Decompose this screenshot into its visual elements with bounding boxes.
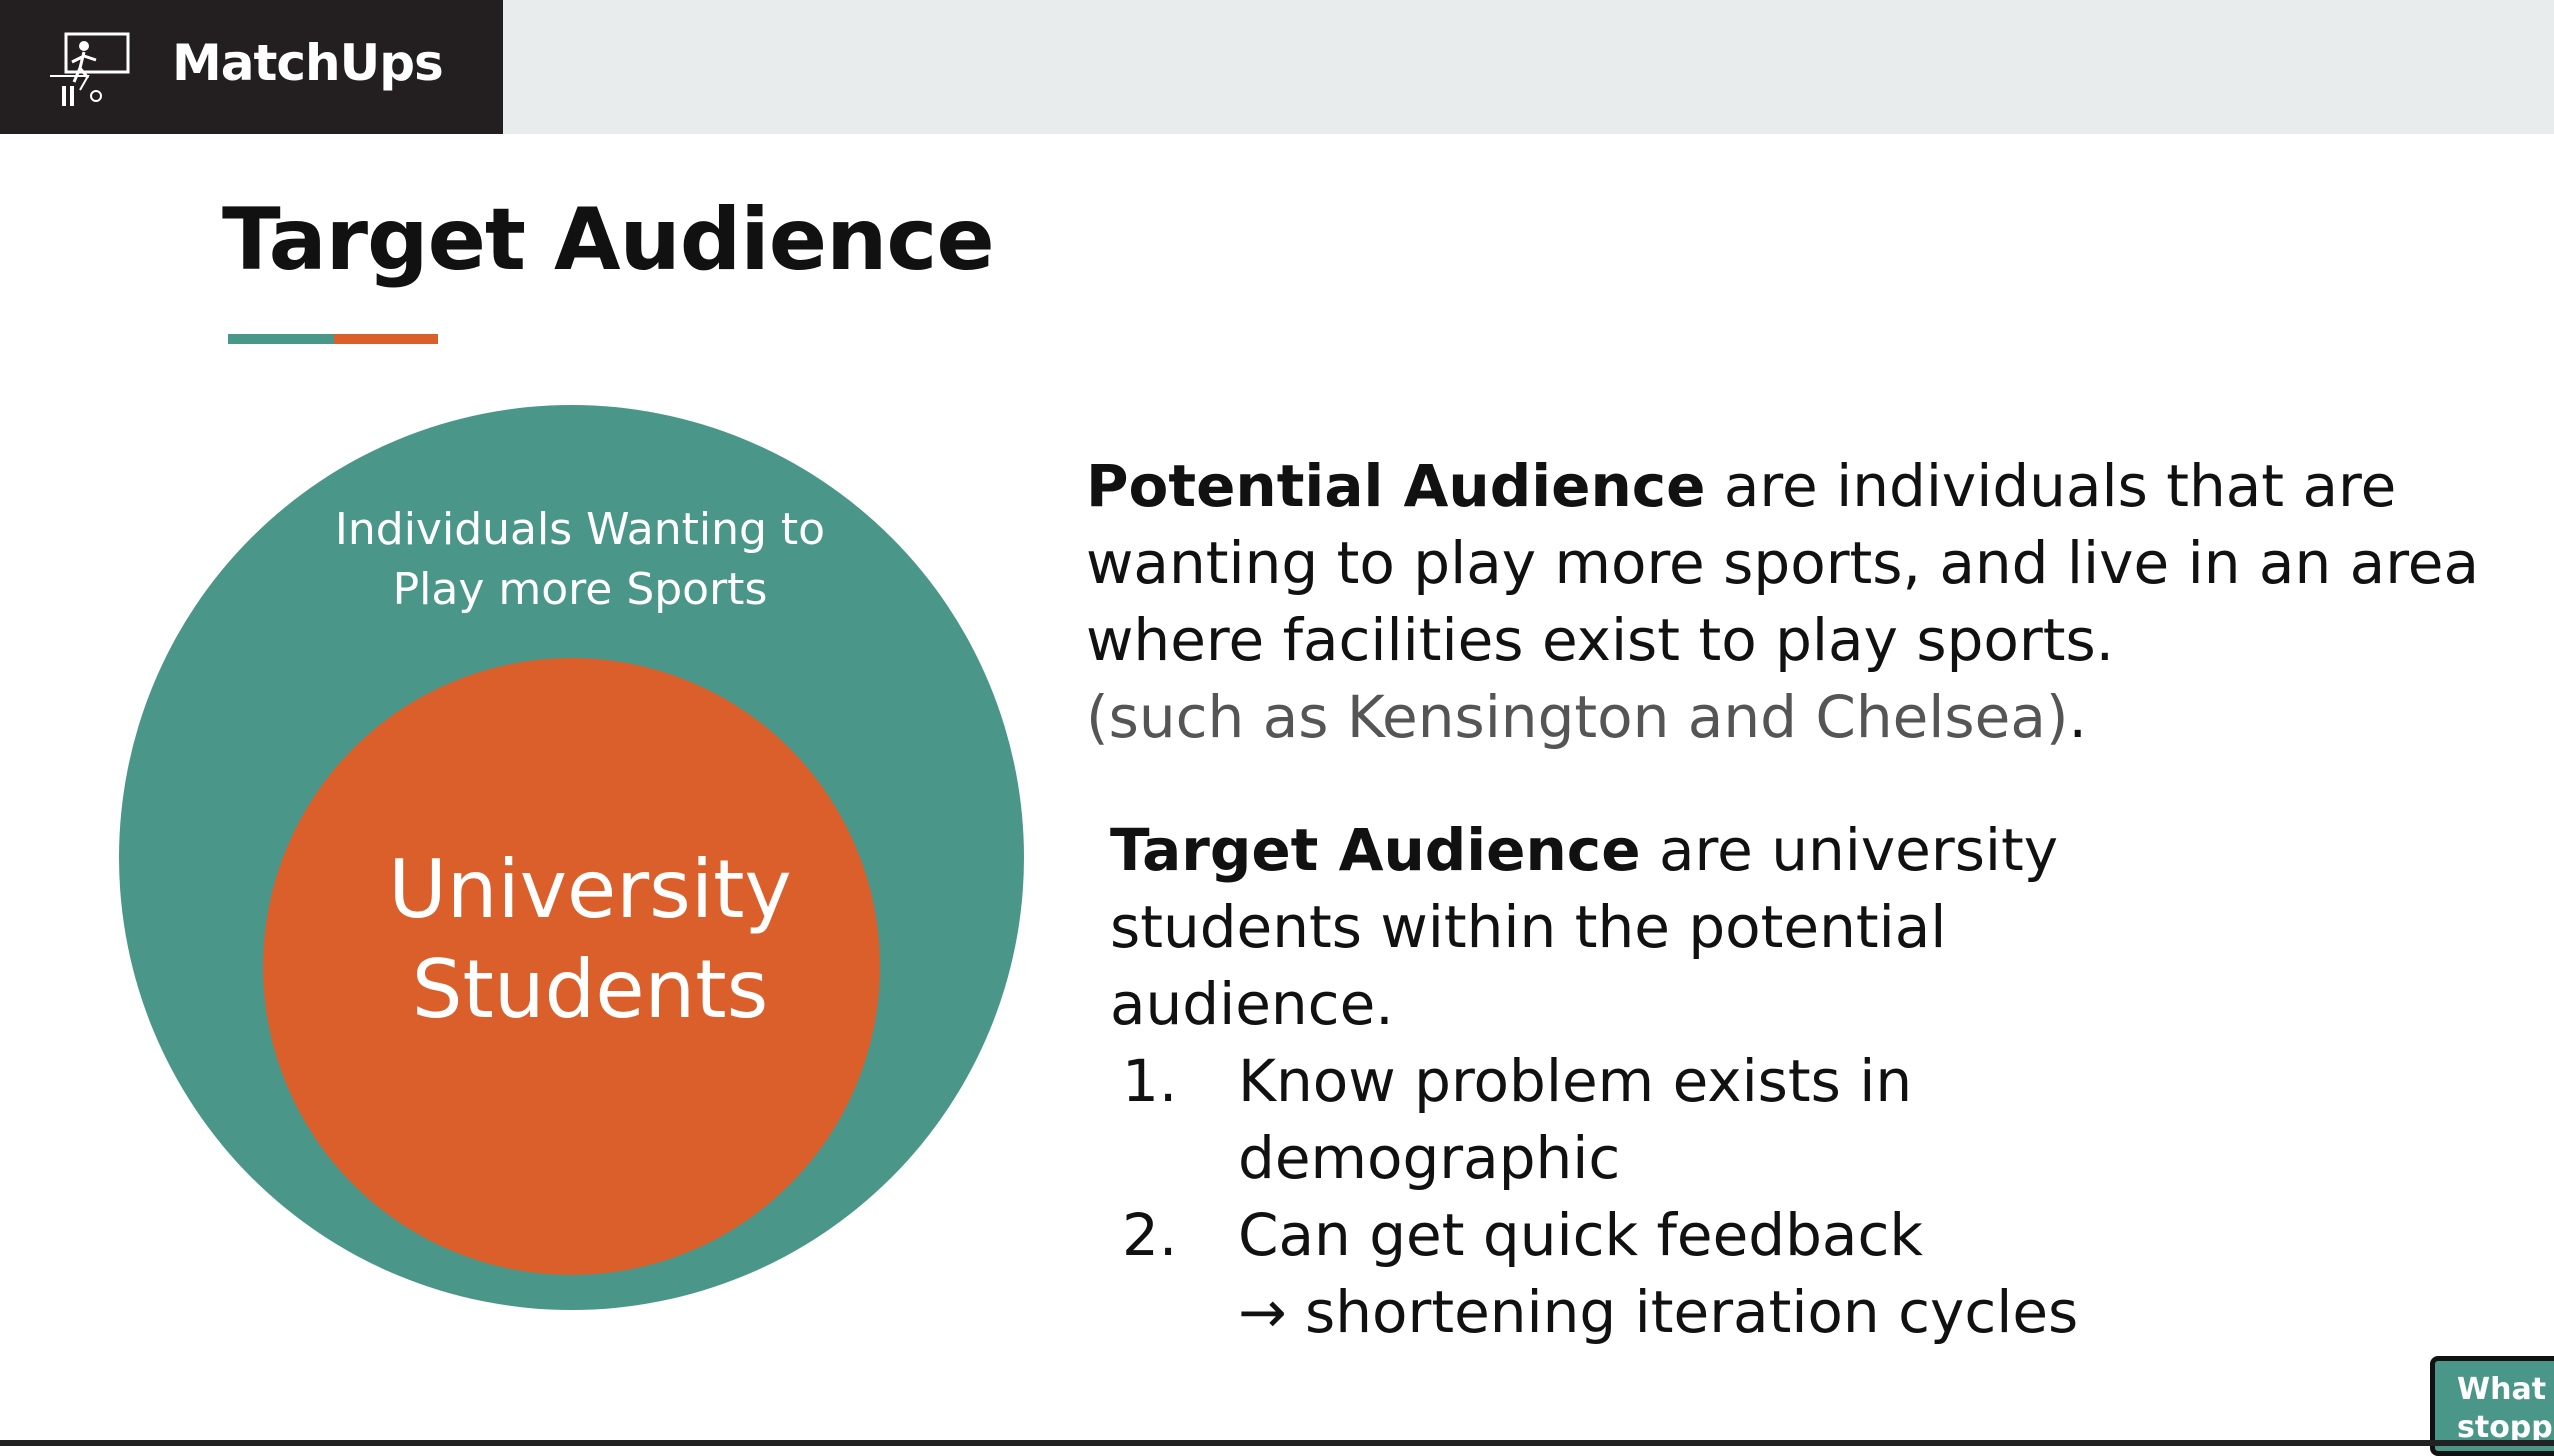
brand-header: MatchUps <box>0 0 503 134</box>
chat-popup-text: What i stoppi <box>2457 1371 2554 1447</box>
list-item: 1. Know problem exists in demographic <box>1110 1043 2310 1197</box>
list-item: 2. Can get quick feedback → shortening i… <box>1110 1197 2310 1351</box>
list-item-subtext: → shortening iteration cycles <box>1238 1278 2079 1346</box>
list-item-number: 1. <box>1122 1047 1178 1115</box>
potential-audience-end: . <box>2068 683 2087 751</box>
target-audience-term: Target Audience <box>1110 816 1641 884</box>
inner-label-line2: Students <box>411 943 769 1036</box>
list-item-text: Know problem exists in demographic <box>1238 1047 1913 1192</box>
chat-popup-line1: What i <box>2457 1372 2554 1407</box>
chat-popup-line2: stoppi <box>2457 1410 2554 1445</box>
title-underline-orange <box>334 334 438 344</box>
potential-audience-text: are individuals that are wanting to play… <box>1086 452 2479 674</box>
target-audience-paragraph: Target Audience are university students … <box>1110 812 2210 1043</box>
audience-venn-diagram: Individuals Wanting to Play more Sports … <box>0 0 1100 1446</box>
target-reasons-list: 1. Know problem exists in demographic 2.… <box>1110 1043 2310 1351</box>
slide-title: Target Audience <box>222 190 995 290</box>
list-item-number: 2. <box>1122 1201 1178 1269</box>
brand-name: MatchUps <box>172 34 444 92</box>
bottom-border <box>0 1440 2554 1446</box>
inner-circle <box>263 658 880 1275</box>
inner-label-line1: University <box>388 843 792 936</box>
potential-audience-paragraph: Potential Audience are individuals that … <box>1086 448 2526 756</box>
outer-label-line1: Individuals Wanting to <box>334 504 826 555</box>
potential-audience-term: Potential Audience <box>1086 452 1706 520</box>
title-underline-teal <box>228 334 334 344</box>
list-item-text: Can get quick feedback <box>1238 1201 1923 1269</box>
outer-label-line2: Play more Sports <box>392 564 768 615</box>
outer-circle-label: Individuals Wanting to Play more Sports <box>230 500 930 620</box>
inner-circle-label: University Students <box>340 840 840 1040</box>
football-player-icon <box>50 32 130 106</box>
potential-audience-example: (such as Kensington and Chelsea) <box>1086 683 2069 751</box>
target-audience-text: are university students within the poten… <box>1110 816 2059 1038</box>
